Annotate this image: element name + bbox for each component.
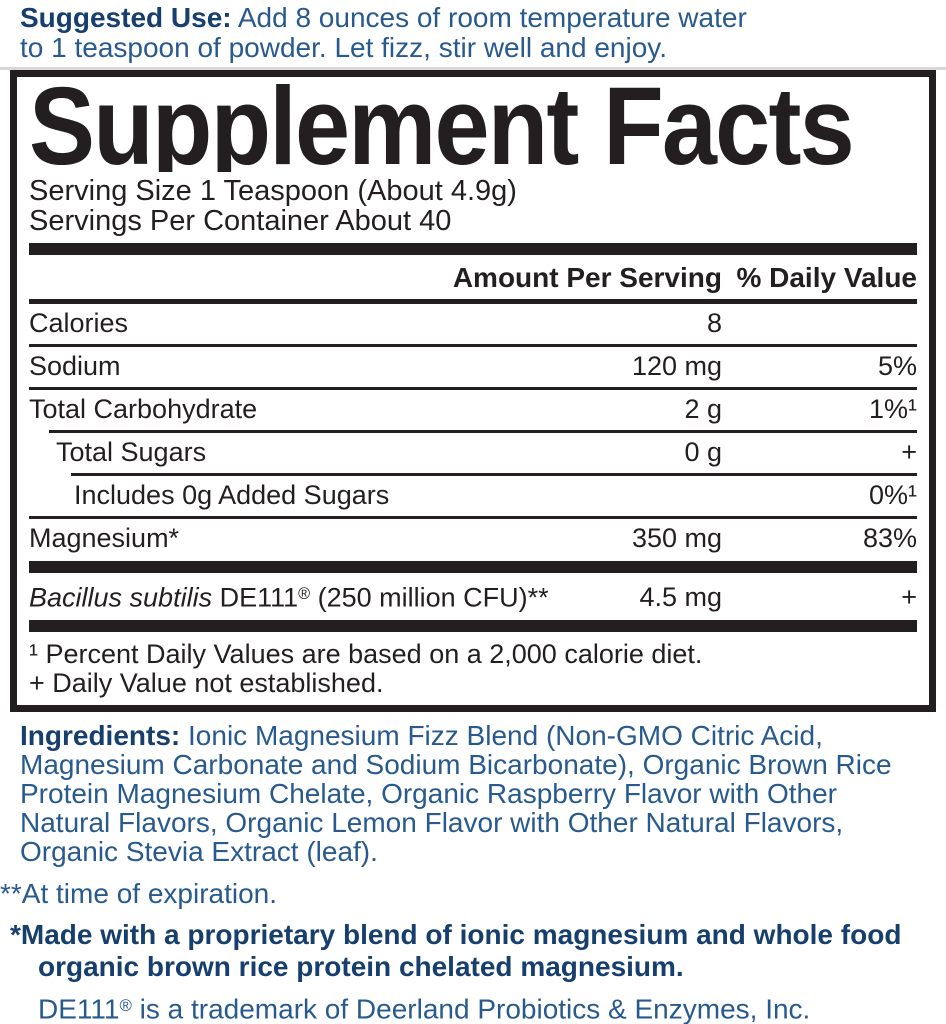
- row-divider: [29, 344, 917, 347]
- nutrient-name: Total Carbohydrate: [29, 394, 258, 424]
- nutrient-row-total-carbohydrate: Total Carbohydrate 2 g 1%¹: [29, 390, 917, 430]
- row-divider: [29, 387, 917, 390]
- nutrient-dv: +: [901, 582, 917, 613]
- row-divider: [29, 516, 917, 519]
- ingredients-paragraph: Ingredients: Ionic Magnesium Fizz Blend …: [20, 721, 926, 866]
- nutrient-name: Includes 0g Added Sugars: [74, 480, 390, 510]
- nutrient-amount: 8: [706, 308, 722, 338]
- nutrient-name: Calories: [29, 308, 129, 338]
- trademark-text: is a trademark of Deerland Probiotics & …: [131, 993, 811, 1024]
- trademark-note: DE111® is a trademark of Deerland Probio…: [38, 991, 946, 1024]
- nutrient-amount: 0 g: [684, 437, 722, 467]
- nutrient-dv: 83%: [862, 523, 917, 553]
- nutrient-name-rest: (250 million CFU)**: [310, 582, 549, 613]
- thick-bar-mid: [29, 561, 917, 573]
- nutrient-dv: +: [901, 437, 917, 467]
- row-divider: [71, 473, 917, 476]
- supplement-facts-title: Supplement Facts: [29, 82, 855, 172]
- nutrient-dv: 5%: [877, 351, 917, 381]
- nutrient-name: Total Sugars: [56, 437, 207, 467]
- supplement-facts-panel: Supplement Facts Serving Size 1 Teaspoon…: [10, 70, 936, 713]
- nutrient-name: Sodium: [29, 351, 121, 381]
- expiration-note: **At time of expiration.: [0, 878, 278, 910]
- serving-size: Serving Size 1 Teaspoon (About 4.9g): [29, 175, 517, 207]
- nutrient-amount: 350 mg: [631, 523, 722, 553]
- nutrient-row-magnesium: Magnesium* 350 mg 83%: [29, 519, 917, 559]
- nutrient-dv: 1%¹: [868, 394, 917, 424]
- header-rule: [29, 299, 917, 304]
- ingredients-label: Ingredients:: [20, 720, 181, 752]
- daily-value-header: % Daily Value: [736, 262, 917, 293]
- nutrient-dv: 0%¹: [868, 480, 917, 510]
- trademark-name: DE111: [38, 993, 120, 1024]
- footnotes: ¹ Percent Daily Values are based on a 2,…: [29, 634, 917, 698]
- row-divider: [49, 430, 917, 433]
- nutrient-name-mid: DE111: [212, 582, 299, 613]
- proprietary-blend-note: *Made with a proprietary blend of ionic …: [10, 919, 902, 983]
- nutrient-row-added-sugars: Includes 0g Added Sugars 0%¹: [29, 476, 917, 516]
- thick-bar-top: [29, 243, 917, 255]
- panel-title-wrap: Supplement Facts: [29, 82, 917, 172]
- footnote-daily-values: ¹ Percent Daily Values are based on a 2,…: [29, 639, 703, 670]
- registered-mark: ®: [298, 585, 311, 603]
- suggested-use-label: Suggested Use:: [20, 2, 232, 33]
- top-divider-rule: [0, 67, 946, 70]
- nutrient-row-calories: Calories 8: [29, 304, 917, 344]
- thick-bar-bottom: [29, 620, 917, 633]
- nutrient-row-sodium: Sodium 120 mg 5%: [29, 347, 917, 387]
- footnote-not-established: + Daily Value not established.: [29, 668, 384, 699]
- column-header-row: Amount Per Serving % Daily Value: [29, 255, 917, 299]
- nutrient-row-bacillus: Bacillus subtilis DE111® (250 million CF…: [29, 575, 917, 618]
- amount-per-serving-header: Amount Per Serving: [452, 262, 722, 293]
- nutrient-name: Magnesium*: [29, 523, 180, 553]
- nutrient-row-total-sugars: Total Sugars 0 g +: [29, 433, 917, 473]
- servings-per-container: Servings Per Container About 40: [29, 205, 452, 237]
- nutrient-amount: 120 mg: [631, 351, 722, 381]
- registered-mark: ®: [119, 996, 132, 1016]
- nutrient-name-italic: Bacillus subtilis: [29, 582, 213, 613]
- nutrient-amount: 4.5 mg: [639, 582, 722, 613]
- nutrient-amount: 2 g: [684, 394, 722, 424]
- suggested-use: Suggested Use: Add 8 ounces of room temp…: [20, 3, 926, 63]
- suggested-use-text: Add 8 ounces of room temperature water t…: [20, 2, 747, 63]
- nutrient-name: Bacillus subtilis DE111® (250 million CF…: [29, 579, 572, 613]
- ingredients-text: Ionic Magnesium Fizz Blend (Non-GMO Citr…: [20, 720, 892, 868]
